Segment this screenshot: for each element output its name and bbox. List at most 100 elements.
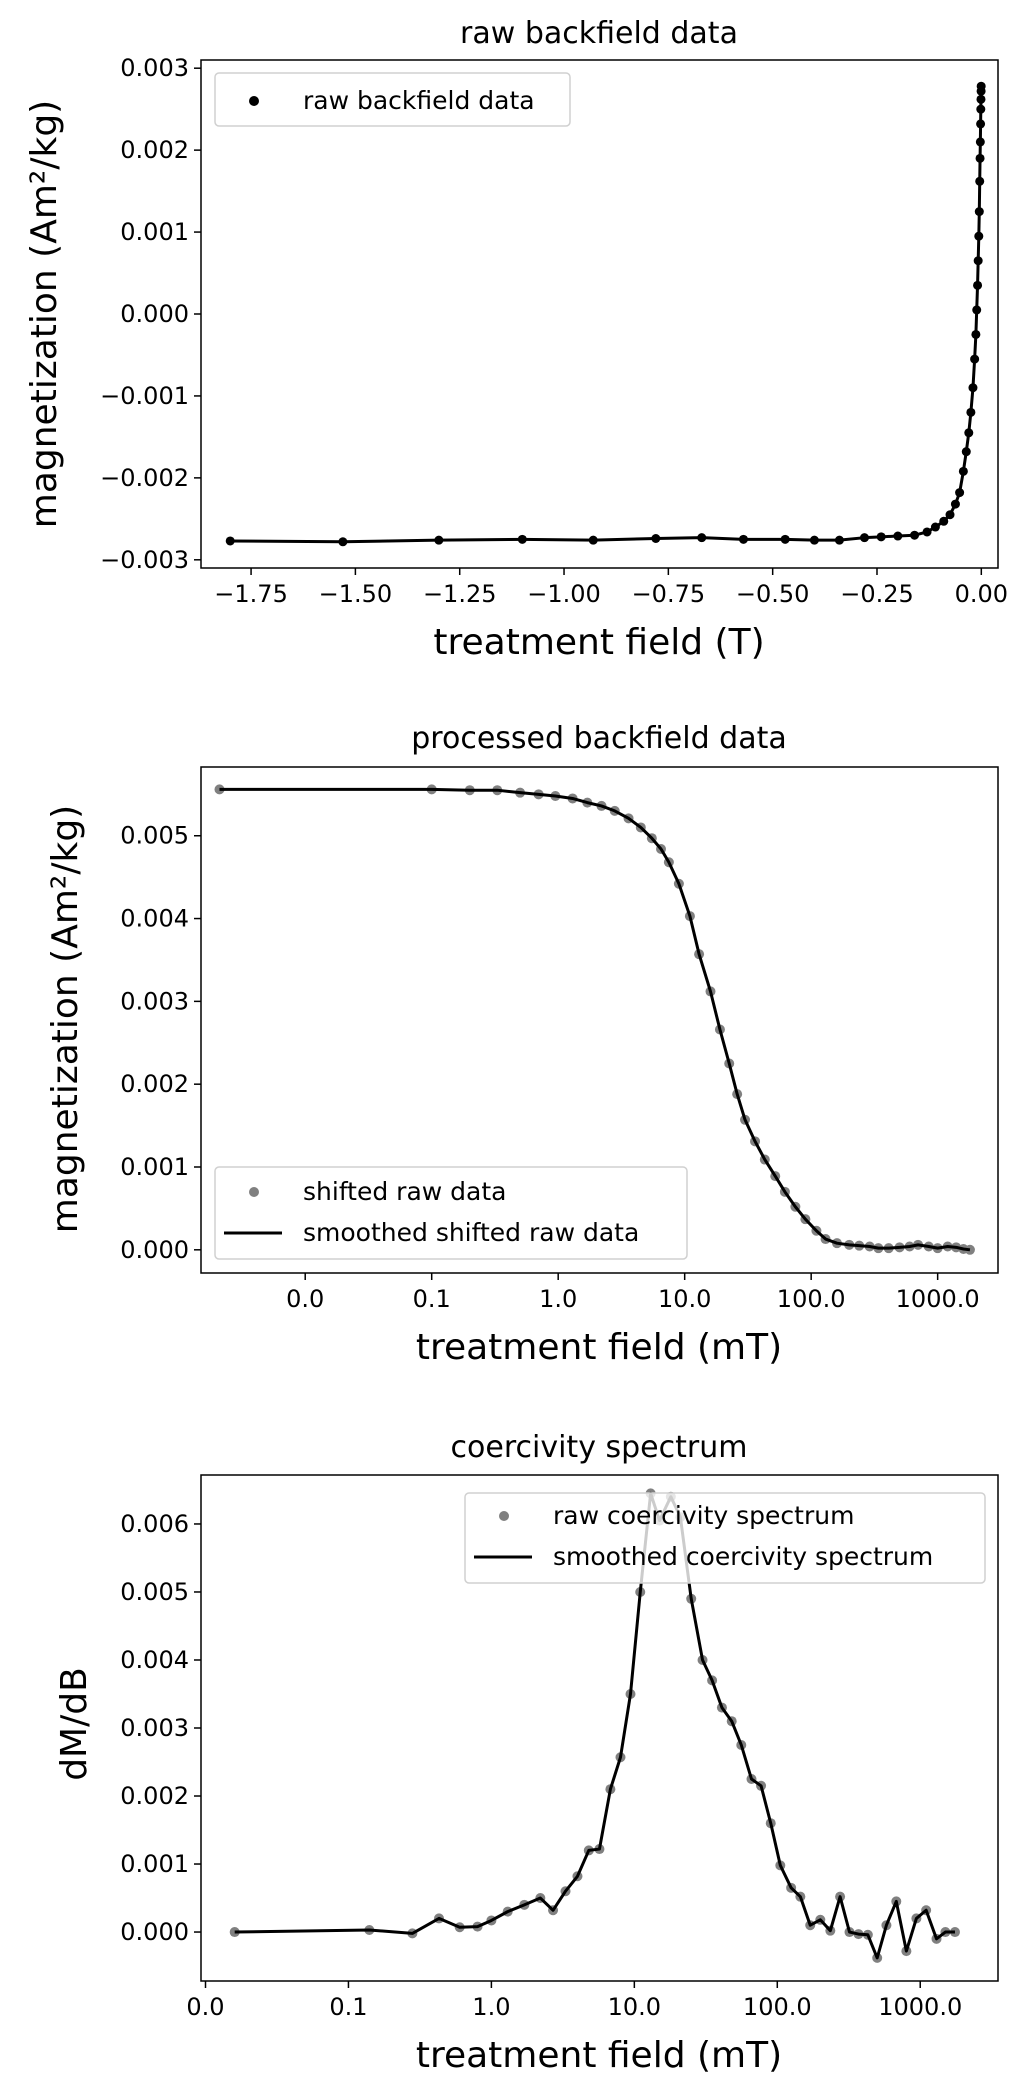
- y-tick-label: 0.000: [120, 1918, 189, 1946]
- data-point-raw-backfield: [922, 527, 932, 537]
- legend: raw backfield data: [214, 72, 571, 127]
- data-point-raw-backfield: [930, 522, 940, 532]
- data-point-raw-backfield: [974, 231, 984, 241]
- y-tick-label: 0.002: [120, 1070, 189, 1098]
- x-tick-label: 0.1: [413, 1285, 451, 1313]
- legend-box: [464, 1492, 986, 1584]
- legend-box: [214, 72, 571, 127]
- data-point-raw-backfield: [859, 533, 869, 543]
- x-tick-label: −1.75: [214, 580, 288, 608]
- data-point-raw-backfield: [972, 305, 982, 315]
- data-point-raw-backfield: [976, 119, 986, 129]
- data-point-raw-backfield: [973, 280, 983, 290]
- x-tick-label: 1.0: [472, 1993, 510, 2021]
- series-line-smoothed: [219, 787, 971, 1252]
- legend-marker-raw-spectrum: [499, 1511, 509, 1521]
- data-point-raw-backfield: [738, 534, 748, 544]
- legend-marker-shifted-raw: [249, 1187, 259, 1197]
- data-point-raw-backfield: [651, 534, 661, 544]
- legend-label-smoothed-spectrum: smoothed coercivity spectrum: [553, 1542, 933, 1571]
- x-tick-label: −0.25: [840, 580, 914, 608]
- data-point-raw-backfield: [976, 94, 986, 104]
- y-tick-label: −0.003: [100, 546, 189, 574]
- data-point-raw-backfield: [588, 535, 598, 545]
- data-point-raw-backfield: [893, 531, 903, 541]
- y-tick-label: 0.001: [120, 1850, 189, 1878]
- y-tick-label: 0.003: [120, 987, 189, 1015]
- x-tick-label: 1000.0: [878, 1993, 962, 2021]
- x-axis-label: treatment field (T): [433, 622, 764, 663]
- x-axis-label: treatment field (mT): [416, 2035, 782, 2076]
- data-point-raw-backfield: [697, 533, 707, 543]
- legend-label-raw-spectrum: raw coercivity spectrum: [553, 1501, 854, 1530]
- series-line-smoothed: [234, 1491, 955, 1960]
- y-tick-label: 0.002: [120, 1782, 189, 1810]
- data-point-raw-backfield: [809, 535, 819, 545]
- data-point-raw-backfield: [974, 207, 984, 217]
- y-tick-label: 0.000: [120, 1236, 189, 1264]
- x-tick-label: 1000.0: [896, 1285, 980, 1313]
- data-point-raw-backfield: [976, 104, 986, 114]
- y-tick-label: 0.004: [120, 1646, 189, 1674]
- legend-marker-raw-backfield: [249, 96, 259, 106]
- data-point-raw-backfield: [966, 407, 976, 417]
- x-tick-label: 10.0: [658, 1285, 711, 1313]
- y-tick-label: 0.003: [120, 54, 189, 82]
- data-point-raw-backfield: [961, 447, 971, 457]
- coercivity-spectrum-panel: coercivity spectrum treatment field (mT)…: [54, 1430, 999, 2076]
- data-point-raw-backfield: [975, 137, 985, 147]
- y-tick-label: 0.005: [120, 822, 189, 850]
- data-point-raw-backfield: [225, 536, 235, 546]
- y-tick-label: 0.004: [120, 905, 189, 933]
- x-tick-label: 0.0: [286, 1285, 324, 1313]
- data-point-raw-backfield: [970, 354, 980, 364]
- y-axis-label: magnetization (Am²/kg): [24, 100, 65, 528]
- data-point-raw-backfield: [945, 510, 955, 520]
- data-point-raw-backfield: [780, 534, 790, 544]
- data-point-raw-backfield: [876, 532, 886, 542]
- y-tick-label: 0.003: [120, 1714, 189, 1742]
- y-tick-label: 0.005: [120, 1578, 189, 1606]
- legend-label-shifted-raw: shifted raw data: [303, 1177, 506, 1206]
- axis-ticks: −1.75 −1.50 −1.25 −1.00 −0.75 −0.50 −0.25 0.00 −…: [100, 54, 1008, 608]
- data-point-raw-backfield: [338, 537, 348, 547]
- x-tick-label: 100.0: [743, 1993, 812, 2021]
- axis-ticks: 0.0 0.1 1.0 10.0 100.0 1000.0 0.000 0.001 0.002 0…: [120, 1510, 962, 2021]
- x-tick-label: 10.0: [608, 1993, 661, 2021]
- data-point-raw-backfield: [958, 466, 968, 476]
- processed-backfield-panel: processed backfield data treatment field…: [45, 721, 999, 1368]
- y-axis-label: dM/dB: [54, 1667, 95, 1781]
- x-tick-label: 100.0: [777, 1285, 846, 1313]
- panel-title: raw backfield data: [460, 16, 738, 51]
- panel-title: processed backfield data: [411, 721, 786, 756]
- x-tick-label: −1.25: [423, 580, 497, 608]
- x-tick-label: 1.0: [539, 1285, 577, 1313]
- y-tick-label: 0.006: [120, 1510, 189, 1538]
- panel-title: coercivity spectrum: [451, 1430, 748, 1465]
- legend-label-raw-backfield: raw backfield data: [303, 86, 535, 115]
- data-marks: [225, 81, 986, 547]
- x-axis-label: treatment field (mT): [416, 1327, 782, 1368]
- y-tick-label: 0.000: [120, 300, 189, 328]
- raw-backfield-panel: raw backfield data treatment field (T) m…: [24, 16, 1008, 663]
- x-tick-label: −0.75: [632, 580, 706, 608]
- legend-label-smoothed: smoothed shifted raw data: [303, 1218, 639, 1247]
- data-point-raw-backfield: [910, 530, 920, 540]
- data-point-raw-backfield: [973, 256, 983, 266]
- y-tick-label: 0.001: [120, 1153, 189, 1181]
- data-point-raw-backfield: [834, 535, 844, 545]
- x-tick-label: 0.0: [186, 1993, 224, 2021]
- data-marks: [214, 784, 975, 1255]
- x-tick-label: 0.00: [955, 580, 1008, 608]
- y-tick-label: −0.001: [100, 382, 189, 410]
- y-tick-label: 0.001: [120, 218, 189, 246]
- data-point-raw-backfield: [968, 383, 978, 393]
- y-axis-label: magnetization (Am²/kg): [45, 805, 86, 1233]
- data-point-raw-backfield: [964, 428, 974, 438]
- x-tick-label: −0.50: [736, 580, 810, 608]
- legend-box: [214, 1166, 688, 1260]
- axis-ticks: 0.0 0.1 1.0 10.0 100.0 1000.0 0.000 0.001 0.002 0…: [120, 822, 979, 1313]
- y-tick-label: 0.002: [120, 136, 189, 164]
